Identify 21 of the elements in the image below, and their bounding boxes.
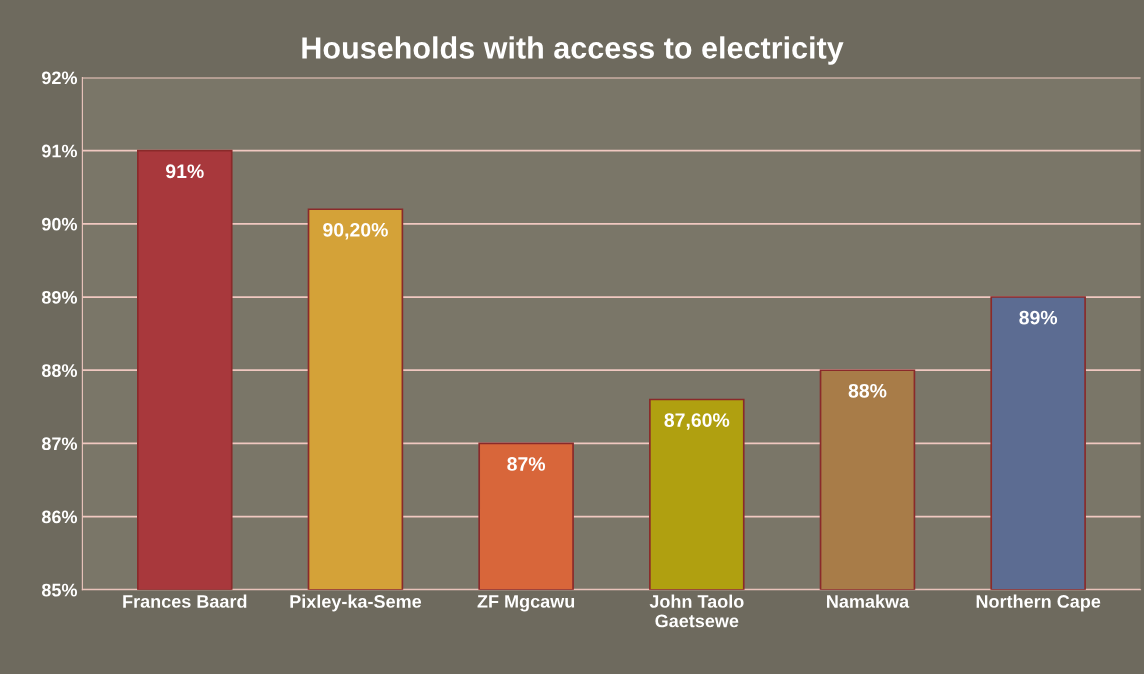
x-tick-label: Frances Baard [123, 594, 247, 608]
x-tick-label: Namakwa [827, 594, 910, 608]
y-tick-label: 89% [41, 290, 78, 304]
y-tick-label: 88% [41, 364, 78, 377]
y-tick-label: 85% [41, 583, 78, 597]
y-tick-label: 91% [42, 144, 78, 158]
y-tick-label: 90% [42, 217, 78, 231]
y-tick-label: 87% [41, 437, 78, 451]
x-tick-label: ZF Mgcawu [477, 595, 575, 612]
data-label: 88% [848, 383, 887, 398]
chart-title: Households with access to electricity [302, 36, 844, 65]
y-tick-label: 92% [42, 71, 78, 85]
data-label: 90,20% [323, 222, 388, 240]
y-tick-label: 86% [41, 510, 78, 524]
data-label: 87,60% [664, 413, 730, 430]
data-label: 87% [507, 457, 546, 471]
data-label: 89% [1019, 310, 1058, 325]
x-tick-label: Pixley-ka-Seme [290, 594, 422, 612]
data-label: 91% [165, 164, 204, 179]
x-tick-label: Northern Cape [976, 594, 1101, 612]
x-tick-label: John Taolo Gaetsewe [649, 594, 744, 628]
